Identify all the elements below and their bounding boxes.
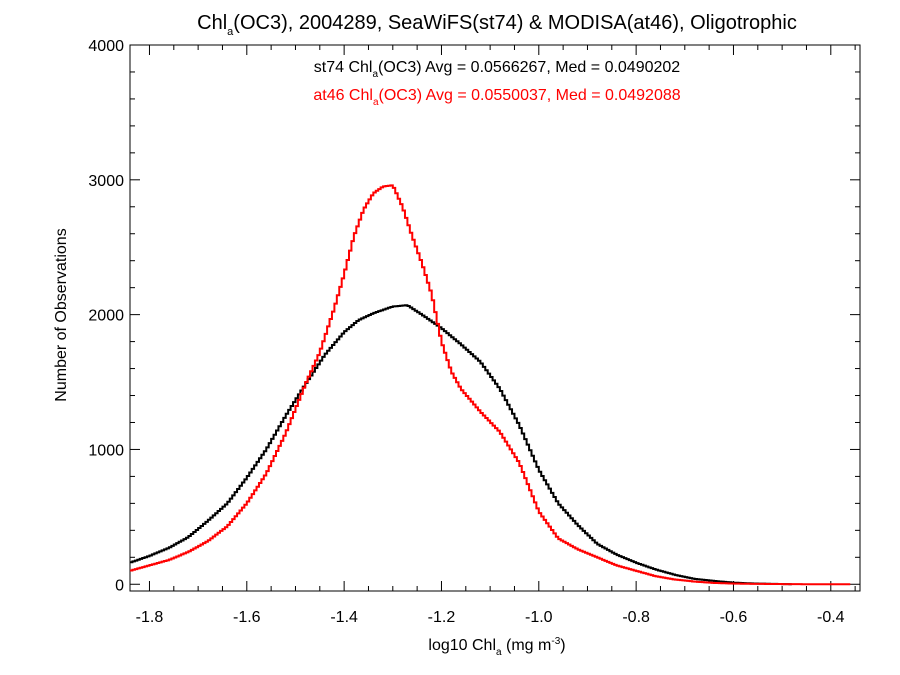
chart-title-post: (OC3), 2004289, SeaWiFS(st74) & MODISA(a… [233, 12, 797, 34]
x-tick-label: -0.8 [622, 609, 650, 626]
x-tick-label: -1.8 [136, 609, 164, 626]
x-axis-label-sub: a [496, 647, 502, 658]
y-tick-label: 0 [115, 577, 124, 594]
annotation-st74-pre: st74 Chl [314, 59, 373, 76]
axis-ticks [130, 44, 860, 591]
y-tick-label: 2000 [88, 308, 124, 325]
x-tick-label: -1.2 [428, 609, 456, 626]
series-group [130, 184, 851, 586]
plot-frame [129, 44, 861, 592]
series-line-at46 [130, 184, 851, 586]
chart-title-sub: a [227, 26, 234, 38]
x-axis-label-mid: (mg m [502, 637, 552, 654]
x-axis-label: log10 Chla (mg m-3) [428, 636, 565, 658]
annotation-at46-pre: at46 Chl [313, 87, 373, 104]
x-tick-label: -1.6 [233, 609, 261, 626]
x-axis-label-pre: log10 Chl [428, 637, 496, 654]
x-tick-label: -1.0 [525, 609, 553, 626]
x-tick-labels: -1.8 -1.6 -1.4 -1.2 -1.0 -0.8 -0.6 -0.4 [136, 609, 845, 626]
x-tick-label: -0.6 [720, 609, 748, 626]
chart-title: Chla(OC3), 2004289, SeaWiFS(st74) & MODI… [197, 12, 797, 38]
y-tick-label: 4000 [88, 38, 124, 55]
y-axis-label: Number of Observations [53, 228, 70, 401]
series-line-st74 [130, 304, 792, 586]
y-tick-label: 1000 [88, 442, 124, 459]
chart-title-pre: Chl [197, 12, 227, 34]
x-axis-label-post: ) [560, 637, 565, 654]
x-tick-label: -0.4 [817, 609, 845, 626]
annotation-st74-post: (OC3) Avg = 0.0566267, Med = 0.0490202 [378, 59, 680, 76]
annotation-at46: at46 Chla(OC3) Avg = 0.0550037, Med = 0.… [313, 87, 680, 108]
x-tick-label: -1.4 [330, 609, 358, 626]
annotation-at46-sub: a [373, 97, 379, 108]
annotation-at46-post: (OC3) Avg = 0.0550037, Med = 0.0492088 [379, 87, 681, 104]
annotation-st74-sub: a [372, 69, 378, 80]
y-tick-label: 3000 [88, 173, 124, 190]
y-tick-labels: 0 1000 2000 3000 4000 [88, 38, 124, 594]
annotation-st74: st74 Chla(OC3) Avg = 0.0566267, Med = 0.… [314, 59, 681, 80]
x-axis-label-sup: -3 [551, 636, 560, 647]
